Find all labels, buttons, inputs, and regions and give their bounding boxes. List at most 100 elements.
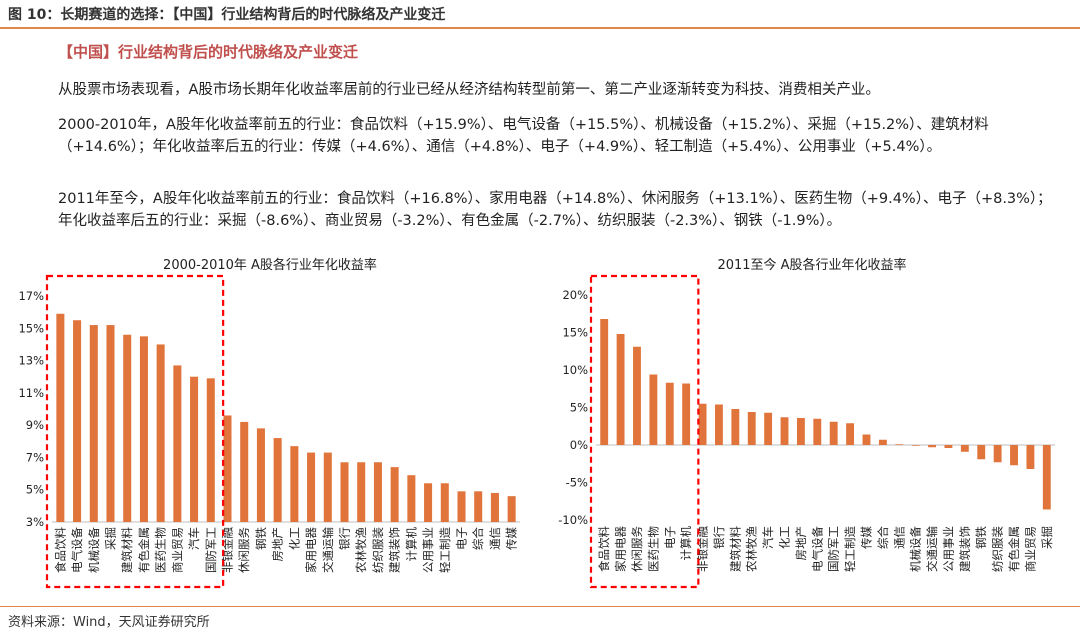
section-title: 【中国】行业结构背后的时代脉络及产业变迁 bbox=[58, 43, 359, 61]
y-tick-label: -5% bbox=[566, 476, 588, 490]
bar bbox=[715, 404, 723, 445]
bar bbox=[490, 492, 499, 522]
category-label: 商业贸易 bbox=[1023, 526, 1037, 572]
bar bbox=[649, 374, 658, 445]
y-tick-label: 3% bbox=[26, 515, 44, 529]
y-tick-label: 5% bbox=[26, 483, 44, 497]
category-label: 汽车 bbox=[187, 527, 201, 550]
category-label: 电子 bbox=[455, 527, 469, 550]
bar bbox=[895, 444, 904, 445]
chart-2000-2010-returns: 2000-2010年 A股各行业年化收益率 3% 5% 7% 9% 11% 13% 15% 17… bbox=[18, 257, 520, 589]
category-label: 钢铁 bbox=[974, 526, 988, 549]
category-label: 综合 bbox=[876, 526, 890, 549]
source-note: 资料来源：Wind，天风证券研究所 bbox=[8, 615, 210, 630]
bar bbox=[764, 412, 773, 445]
bar bbox=[698, 403, 707, 445]
category-label: 食品饮料 bbox=[53, 527, 67, 573]
category-label: 农林牧渔 bbox=[745, 526, 759, 572]
category-label: 公用事业 bbox=[941, 526, 955, 572]
bar bbox=[731, 409, 740, 445]
bar bbox=[1042, 445, 1051, 510]
category-label: 机械设备 bbox=[909, 526, 923, 572]
category-label: 通信 bbox=[488, 527, 502, 550]
bar bbox=[407, 475, 416, 522]
y-tick-label: 17% bbox=[18, 289, 44, 303]
category-label: 轻工制造 bbox=[438, 527, 452, 573]
bar bbox=[190, 376, 199, 522]
bar bbox=[928, 445, 936, 448]
category-label: 建筑装饰 bbox=[958, 526, 972, 572]
bar bbox=[977, 445, 986, 460]
category-label: 房地产 bbox=[271, 527, 285, 562]
category-label: 国防军工 bbox=[204, 527, 218, 573]
y-tick-label: 9% bbox=[26, 418, 44, 432]
y-tick-label: 10% bbox=[562, 363, 588, 377]
bar bbox=[960, 445, 969, 452]
category-label: 采掘 bbox=[104, 527, 118, 550]
category-label: 交通运输 bbox=[321, 527, 335, 573]
bar bbox=[993, 445, 1002, 463]
category-label: 汽车 bbox=[761, 526, 775, 549]
category-label: 建筑材料 bbox=[120, 527, 134, 573]
chart-title: 2000-2010年 A股各行业年化收益率 bbox=[163, 257, 377, 273]
paragraph-2: 2000-2010年，A股年化收益率前五的行业：食品饮料（+15.9%）、电气设… bbox=[58, 117, 989, 155]
category-label: 传媒 bbox=[859, 526, 873, 549]
y-tick-label: 15% bbox=[562, 326, 588, 340]
bar bbox=[340, 462, 349, 522]
y-tick-label: 15% bbox=[18, 321, 44, 335]
category-label: 传媒 bbox=[505, 527, 519, 550]
bar bbox=[139, 336, 148, 522]
bar bbox=[307, 452, 316, 522]
bar bbox=[665, 382, 674, 445]
category-label: 建筑装饰 bbox=[388, 527, 402, 573]
y-tick-label: 0% bbox=[570, 438, 588, 452]
category-label: 休闲服务 bbox=[237, 527, 251, 573]
y-tick-label: 11% bbox=[18, 386, 44, 400]
bar bbox=[747, 412, 756, 445]
category-label: 化工 bbox=[287, 527, 301, 550]
category-label: 农林牧渔 bbox=[354, 527, 368, 573]
bar bbox=[357, 462, 366, 522]
bar bbox=[633, 346, 641, 445]
bar bbox=[323, 452, 332, 522]
bar bbox=[796, 418, 805, 445]
bar bbox=[373, 462, 382, 522]
category-label: 综合 bbox=[471, 527, 485, 550]
bar bbox=[911, 445, 920, 446]
bar bbox=[616, 334, 625, 445]
bar bbox=[507, 496, 516, 522]
category-label: 采掘 bbox=[1040, 526, 1054, 549]
category-label: 食品饮料 bbox=[597, 526, 611, 572]
category-label: 房地产 bbox=[794, 526, 808, 561]
y-tick-label: -10% bbox=[558, 513, 588, 527]
bar bbox=[600, 319, 609, 445]
highlight-box bbox=[589, 274, 700, 589]
bar bbox=[1026, 445, 1035, 469]
category-label: 钢铁 bbox=[254, 527, 268, 550]
category-label: 休闲服务 bbox=[630, 526, 644, 572]
category-label: 电气设备 bbox=[810, 526, 824, 572]
bar bbox=[240, 421, 249, 522]
category-label: 计算机 bbox=[679, 526, 693, 561]
category-label: 电气设备 bbox=[70, 527, 84, 573]
category-label: 有色金属 bbox=[1007, 526, 1021, 572]
bar bbox=[206, 378, 215, 522]
bar bbox=[89, 325, 98, 522]
category-label: 纺织服装 bbox=[991, 526, 1005, 572]
bar bbox=[944, 445, 953, 448]
bar bbox=[273, 438, 282, 522]
category-label: 银行 bbox=[338, 527, 352, 550]
bar bbox=[474, 491, 483, 522]
bar bbox=[73, 320, 82, 522]
category-label: 电子 bbox=[663, 526, 677, 549]
category-label: 轻工制造 bbox=[843, 526, 857, 572]
category-label: 医药生物 bbox=[154, 527, 168, 573]
bar bbox=[780, 417, 789, 445]
highlight-box bbox=[45, 274, 225, 589]
bar bbox=[223, 415, 232, 522]
chart-title: 2011至今 A股各行业年化收益率 bbox=[717, 257, 906, 273]
bar bbox=[123, 334, 132, 522]
category-label: 商业贸易 bbox=[170, 527, 184, 573]
paragraph-3: 2011年至今，A股年化收益率前五的行业：食品饮料（+16.8%）、家用电器（+… bbox=[58, 191, 1052, 229]
bar bbox=[1010, 445, 1018, 466]
